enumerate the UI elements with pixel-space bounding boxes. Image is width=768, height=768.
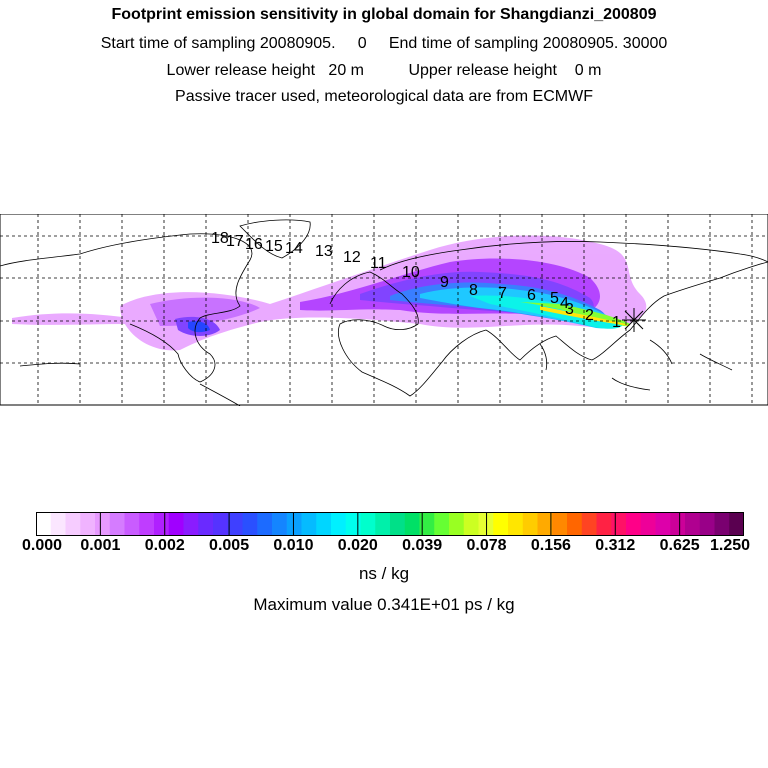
colorbar-cell bbox=[508, 512, 524, 536]
colorbar-cell bbox=[50, 512, 67, 536]
colorbar-tick-label: 0.156 bbox=[530, 537, 571, 554]
colorbar-tick-label: 0.001 bbox=[80, 537, 121, 554]
trajectory-label: 1 bbox=[612, 314, 621, 331]
colorbar-cell bbox=[670, 512, 686, 536]
colorbar-cell bbox=[242, 512, 258, 536]
colorbar-cell bbox=[463, 512, 480, 536]
colorbar-tick-label: 0.625 bbox=[659, 537, 700, 554]
colorbar-cell bbox=[434, 512, 450, 536]
colorbar-cell bbox=[552, 512, 568, 536]
colorbar-cell bbox=[567, 512, 583, 536]
colorbar-cell bbox=[213, 512, 229, 536]
colorbar-cell bbox=[109, 512, 126, 536]
colorbar-cell bbox=[286, 512, 303, 536]
maximum-value: Maximum value 0.341E+01 ps / kg bbox=[253, 595, 515, 614]
colorbar-cell bbox=[537, 512, 553, 536]
colorbar-cell bbox=[272, 512, 288, 536]
colorbar-cell bbox=[301, 512, 317, 536]
colorbar-cell bbox=[419, 512, 435, 536]
trajectory-label: 13 bbox=[315, 243, 333, 260]
colorbar-cell bbox=[227, 512, 244, 536]
colorbar-tick-label: 0.000 bbox=[21, 537, 63, 554]
colorbar-cell bbox=[699, 512, 716, 536]
colorbar-cell bbox=[36, 512, 52, 536]
colorbar-tick-label: 0.005 bbox=[209, 537, 250, 554]
colorbar-cell bbox=[729, 512, 744, 536]
colorbar-tick-label: 0.010 bbox=[273, 537, 314, 554]
footprint-map: 1 2 3 4 5 6 7 8 9 10 11 12 13 14 15 16 1… bbox=[0, 214, 768, 406]
colorbar-cell bbox=[655, 512, 671, 536]
trajectory-label: 3 bbox=[565, 301, 574, 318]
colorbar-cell bbox=[183, 512, 199, 536]
trajectory-label: 2 bbox=[585, 307, 594, 324]
colorbar bbox=[36, 512, 744, 536]
colorbar-tick-label: 0.039 bbox=[402, 537, 443, 554]
colorbar-cell bbox=[124, 512, 140, 536]
release-height-line: Lower release height 20 m Upper release … bbox=[166, 62, 602, 79]
colorbar-cell bbox=[331, 512, 347, 536]
trajectory-label: 18 bbox=[211, 230, 229, 247]
footprint-plume bbox=[12, 235, 647, 351]
colorbar-unit: ns / kg bbox=[358, 564, 410, 583]
colorbar-cell bbox=[449, 512, 465, 536]
colorbar-cell bbox=[626, 512, 642, 536]
trajectory-label: 9 bbox=[440, 274, 449, 291]
trajectory-label: 4 bbox=[560, 295, 569, 312]
tracer-info-line: Passive tracer used, meteorological data… bbox=[175, 88, 593, 105]
trajectory-label: 11 bbox=[370, 255, 387, 272]
colorbar-cell bbox=[640, 512, 657, 536]
trajectory-label: 16 bbox=[245, 236, 263, 253]
trajectory-label: 12 bbox=[343, 249, 361, 266]
plot-title: Footprint emission sensitivity in global… bbox=[111, 6, 657, 23]
colorbar-cell bbox=[685, 512, 701, 536]
colorbar-cell bbox=[360, 512, 376, 536]
graticule bbox=[0, 214, 768, 405]
colorbar-cell bbox=[611, 512, 627, 536]
colorbar-cell bbox=[95, 512, 111, 536]
colorbar-tick-label: 0.020 bbox=[337, 537, 378, 554]
colorbar-tick-label: 0.078 bbox=[466, 537, 507, 554]
trajectory-label: 7 bbox=[498, 285, 507, 302]
colorbar-cell bbox=[596, 512, 612, 536]
colorbar-tick-label: 1.250 bbox=[709, 537, 751, 554]
trajectory-label: 14 bbox=[285, 240, 303, 257]
colorbar-cell bbox=[316, 512, 332, 536]
trajectory-label: 5 bbox=[550, 290, 559, 307]
colorbar-cell bbox=[257, 512, 273, 536]
trajectory-label: 17 bbox=[226, 233, 244, 250]
trajectory-label: 6 bbox=[527, 287, 536, 304]
colorbar-tick-label: 0.312 bbox=[595, 537, 636, 554]
colorbar-cell bbox=[714, 512, 730, 536]
colorbar-cell bbox=[198, 512, 214, 536]
colorbar-cell bbox=[375, 512, 391, 536]
colorbar-cell bbox=[493, 512, 509, 536]
colorbar-cell bbox=[390, 512, 406, 536]
colorbar-cell bbox=[65, 512, 81, 536]
trajectory-label: 15 bbox=[265, 238, 283, 255]
colorbar-tick-label: 0.002 bbox=[144, 537, 185, 554]
colorbar-cell bbox=[404, 512, 421, 536]
colorbar-cell bbox=[581, 512, 598, 536]
coastlines bbox=[0, 219, 768, 406]
colorbar-cell bbox=[522, 512, 539, 536]
trajectory-label: 8 bbox=[469, 282, 478, 299]
sampling-time-line: Start time of sampling 20080905. 0 End t… bbox=[100, 35, 668, 52]
star-cross-icon bbox=[622, 308, 646, 332]
colorbar-cell bbox=[345, 512, 362, 536]
trajectory-label: 10 bbox=[402, 264, 420, 281]
colorbar-cell bbox=[80, 512, 96, 536]
colorbar-cell bbox=[139, 512, 155, 536]
colorbar-cell bbox=[154, 512, 170, 536]
colorbar-cell bbox=[168, 512, 185, 536]
